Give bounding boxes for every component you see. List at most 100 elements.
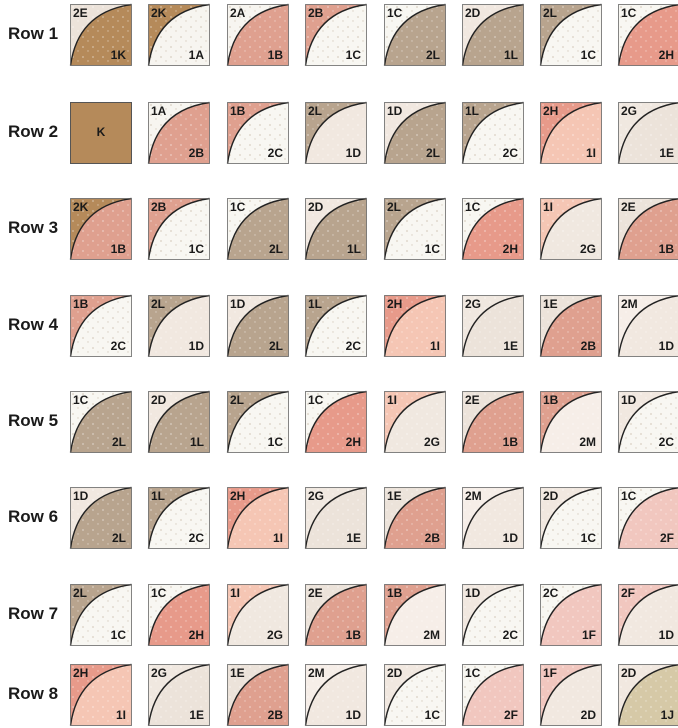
block-label-bottom: 1I xyxy=(585,146,596,160)
block-label-bottom: 2D xyxy=(580,708,596,722)
block-graphic xyxy=(69,583,132,646)
block-graphic xyxy=(539,486,602,549)
quilt-block: 1E 2B xyxy=(383,486,446,549)
quilt-block: 1C 2H xyxy=(461,197,524,260)
block-label-bottom: 2L xyxy=(425,48,440,62)
block-label-bottom: 1B xyxy=(658,242,674,256)
block-label-bottom: 2G xyxy=(579,242,596,256)
quilt-block: 2L 1D xyxy=(304,101,367,164)
quilt-block: 1C 2L xyxy=(69,390,132,453)
quilt-block: 1C 2L xyxy=(226,197,289,260)
quilt-block: 2G 1E xyxy=(461,294,524,357)
block-label-top: 1B xyxy=(543,393,559,407)
quilt-block: 1D 2L xyxy=(226,294,289,357)
block-label-bottom: 2L xyxy=(268,339,283,353)
block-label-bottom: 2G xyxy=(266,628,283,642)
block-label-top: 2L xyxy=(543,6,558,20)
quilt-block: 1C 2F xyxy=(617,487,678,549)
quilt-block: 2H 1I xyxy=(226,486,289,549)
block-graphic xyxy=(539,3,602,66)
row-label: Row 6 xyxy=(8,507,59,526)
block-graphic xyxy=(461,390,524,453)
block-graphic xyxy=(147,583,210,646)
quilt-block: 1I 2G xyxy=(539,197,602,260)
block-graphic xyxy=(147,197,210,260)
block-label-top: 2G xyxy=(308,489,325,503)
block-label-bottom: 2C xyxy=(110,339,126,353)
row-label: Row 2 xyxy=(8,122,59,141)
quilt-block: 2E 1B xyxy=(617,198,678,260)
block-graphic xyxy=(304,101,367,164)
block-label-bottom: 1A xyxy=(188,48,204,62)
quilt-block: 1L 2C xyxy=(147,486,210,549)
quilt-block: 2E 1K xyxy=(69,3,132,66)
quilt-block: 2B 1C xyxy=(304,3,367,66)
block-graphic xyxy=(226,101,289,164)
block-label-bottom: 1D xyxy=(345,708,361,722)
quilt-block: 2H 1I xyxy=(539,101,602,164)
block-label-bottom: 2L xyxy=(111,531,126,545)
block-label-top: 1I xyxy=(387,393,398,407)
block-label-bottom: 1C xyxy=(267,435,283,449)
block-label-bottom: 1B xyxy=(502,435,518,449)
block-label-top: 2D xyxy=(543,489,559,503)
block-label-top: 2H xyxy=(387,297,403,311)
block-graphic xyxy=(304,197,367,260)
quilt-block: 2L 1D xyxy=(147,294,210,357)
quilt-block: 2B 1C xyxy=(147,197,210,260)
block-label-top: 1C xyxy=(465,200,481,214)
block-graphic xyxy=(226,3,289,66)
block-graphic xyxy=(539,583,602,646)
block-graphic xyxy=(617,584,678,646)
block-label-top: 1C xyxy=(621,489,637,503)
quilt-block: 2E 1B xyxy=(461,390,524,453)
block-graphic xyxy=(226,583,289,646)
quilt-block: 1L 2C xyxy=(461,101,524,164)
block-label-top: 2L xyxy=(308,104,323,118)
quilt-block: 1C 2F xyxy=(461,663,524,726)
block-label-bottom: 1D xyxy=(658,628,674,642)
block-graphic xyxy=(147,663,210,726)
block-label-top: 2L xyxy=(387,200,402,214)
quilt-block: 1C 2H xyxy=(617,4,678,66)
quilt-block: 1E 2B xyxy=(226,663,289,726)
quilt-block: 2E 1B xyxy=(304,583,367,646)
block-label-bottom: 1B xyxy=(110,242,126,256)
block-label-top: 2M xyxy=(308,666,325,680)
block-label-top: 1E xyxy=(230,666,245,680)
block-label-bottom: 1E xyxy=(346,531,361,545)
block-graphic xyxy=(617,487,678,549)
block-label-top: 2D xyxy=(621,666,637,680)
block-label-top: 2H xyxy=(230,489,246,503)
block-graphic xyxy=(461,486,524,549)
quilt-block: 1D 2C xyxy=(617,391,678,453)
block-label: K xyxy=(96,125,106,139)
quilt-block: 2G 1E xyxy=(147,663,210,726)
block-label-bottom: 2G xyxy=(423,435,440,449)
quilt-block: 1C 2H xyxy=(147,583,210,646)
block-label-top: 2E xyxy=(465,393,480,407)
block-graphic xyxy=(461,197,524,260)
block-label-top: 1B xyxy=(230,104,246,118)
block-label-bottom: 2B xyxy=(188,146,204,160)
row-label: Row 8 xyxy=(8,684,59,703)
block-graphic xyxy=(304,294,367,357)
block-label-bottom: 2H xyxy=(502,242,518,256)
quilt-block: 2L 1C xyxy=(226,390,289,453)
block-label-top: 2H xyxy=(543,104,559,118)
block-label-top: 2G xyxy=(621,104,638,118)
block-label-bottom: 1I xyxy=(115,708,126,722)
block-graphic xyxy=(147,101,210,164)
block-label-top: 1D xyxy=(230,297,246,311)
block-graphic xyxy=(383,3,446,66)
block-graphic xyxy=(461,583,524,646)
block-graphic xyxy=(383,583,446,646)
block-graphic xyxy=(304,583,367,646)
block-label-bottom: 2L xyxy=(425,146,440,160)
block-graphic xyxy=(226,486,289,549)
block-graphic xyxy=(383,101,446,164)
block-label-top: 1I xyxy=(543,200,554,214)
quilt-block: 2D 1L xyxy=(147,390,210,453)
block-graphic xyxy=(617,4,678,66)
